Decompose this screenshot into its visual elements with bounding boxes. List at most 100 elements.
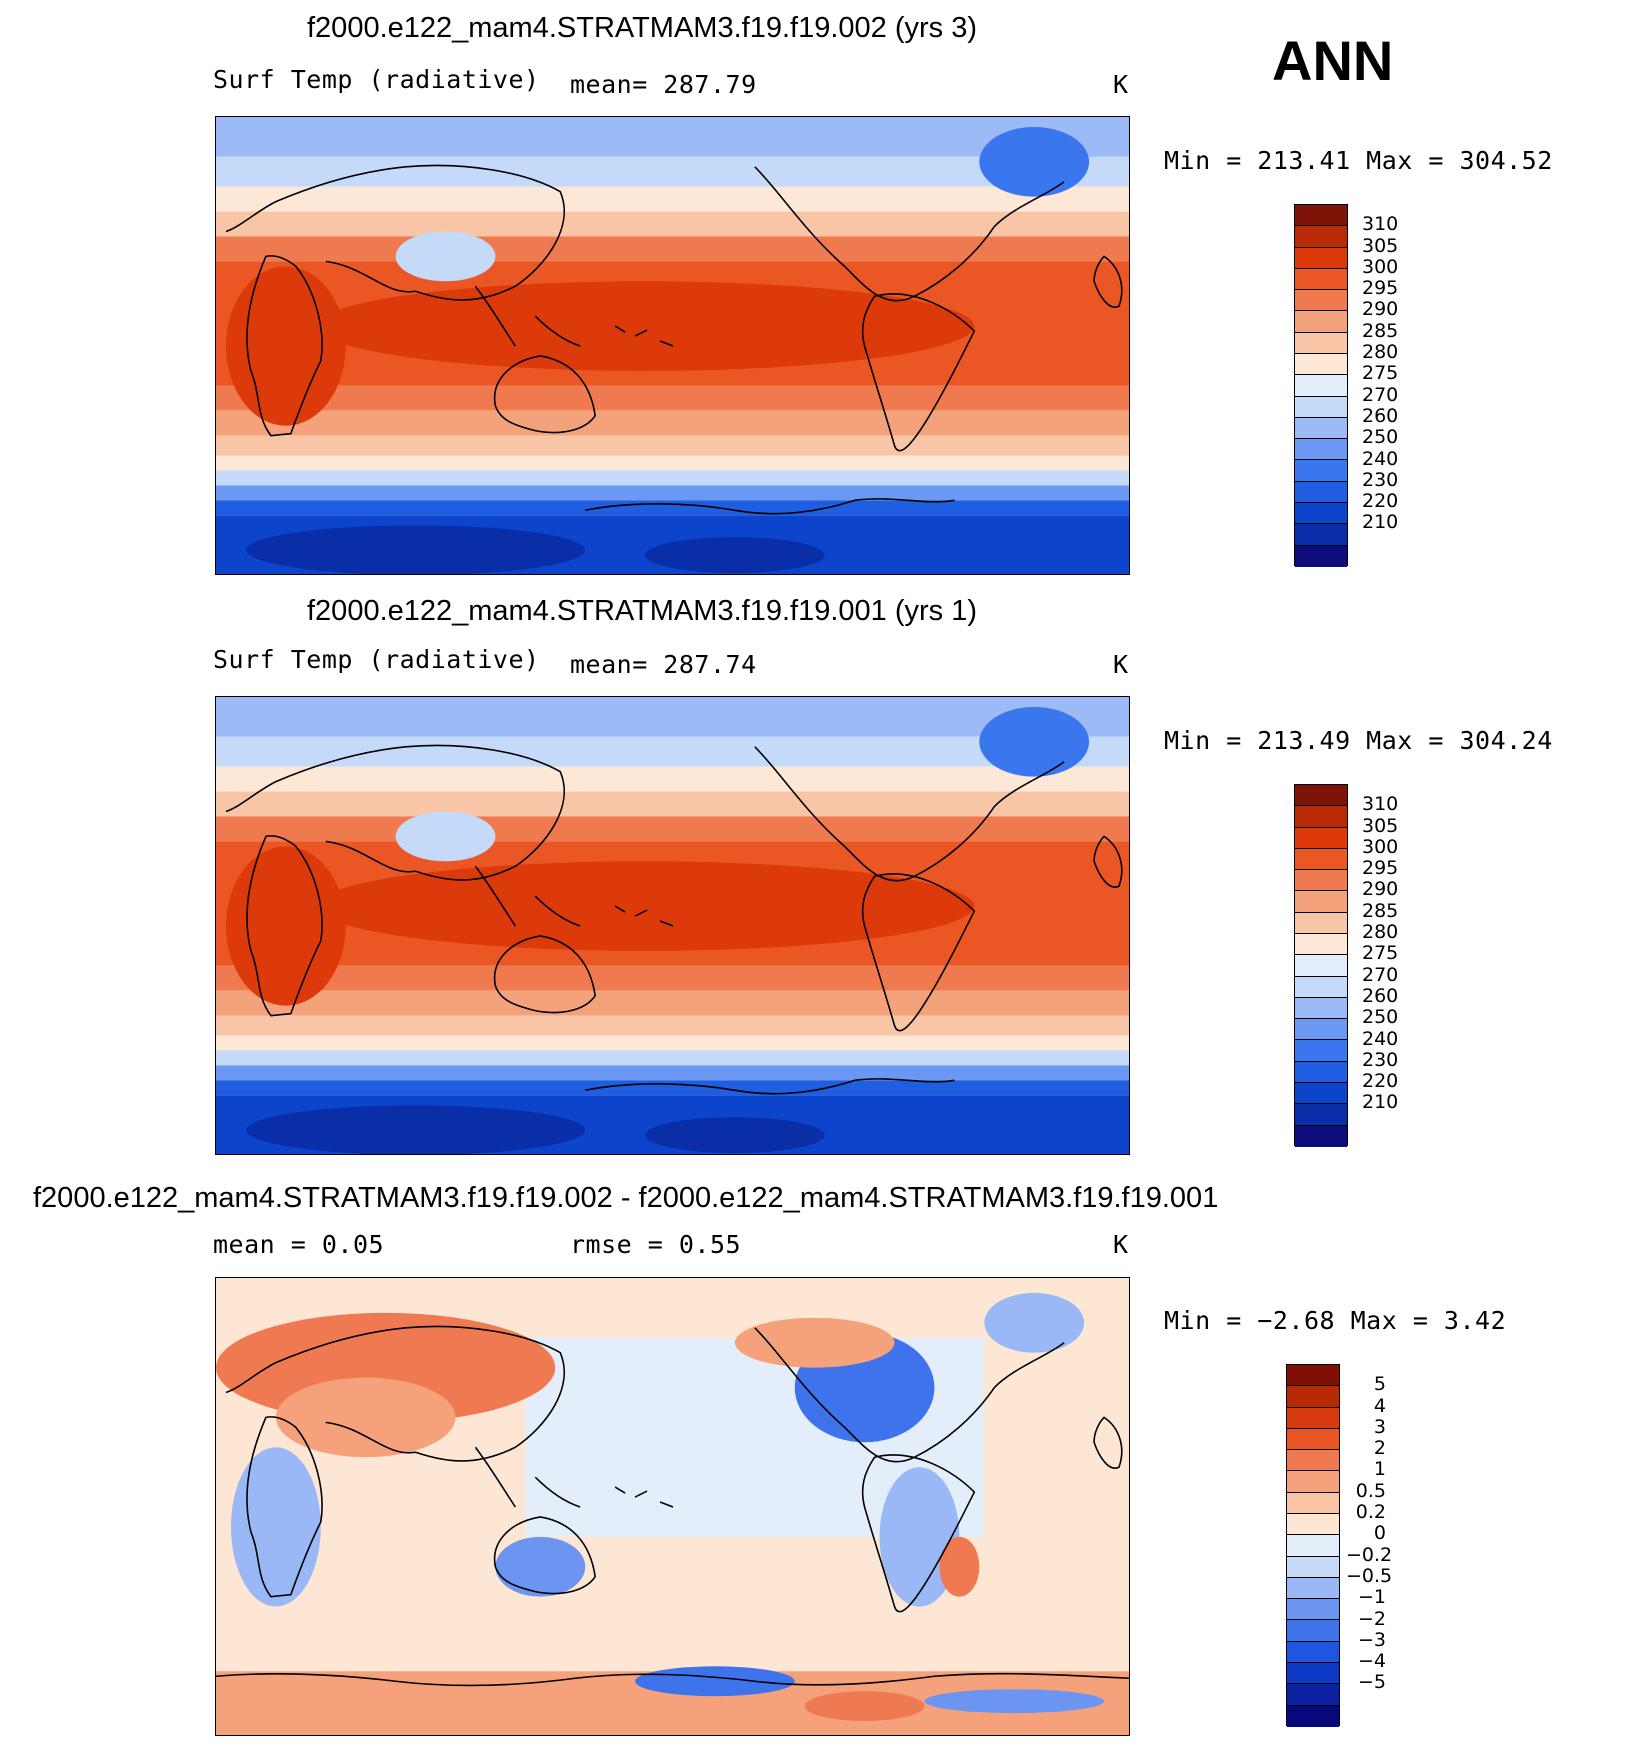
panel1-title: f2000.e122_mam4.STRATMAM3.f19.f19.002 (y… — [307, 12, 977, 44]
colorbar-swatch — [1295, 524, 1347, 546]
colorbar-swatch — [1295, 1082, 1347, 1105]
colorbar-swatch — [1287, 1407, 1339, 1429]
colorbar-level-label: −5 — [1357, 1671, 1386, 1694]
panel3-colorbar — [1286, 1364, 1340, 1727]
colorbar-level-label: 2 — [1373, 1437, 1386, 1460]
colorbar-swatch — [1295, 311, 1347, 333]
colorbar-level-label: −4 — [1357, 1650, 1386, 1673]
band-zone — [216, 186, 1129, 212]
colorbar-swatch — [1295, 332, 1347, 354]
colorbar-swatch — [1295, 396, 1347, 418]
antarctic-core-zone — [245, 525, 586, 574]
colorbar-swatch — [1287, 1386, 1339, 1408]
colorbar-level-label: 0 — [1373, 1522, 1386, 1545]
colorbar-swatch — [1295, 1061, 1347, 1083]
colorbar-swatch — [1295, 1019, 1347, 1041]
panel1-map — [215, 116, 1130, 575]
coastline — [861, 873, 976, 1032]
colorbar-level-label: 5 — [1373, 1373, 1386, 1396]
band-zone — [216, 435, 1129, 456]
colorbar-level-label: 240 — [1362, 1027, 1399, 1050]
colorbar-swatch — [1295, 417, 1347, 440]
colorbar-swatch — [1295, 481, 1347, 503]
coastline — [474, 865, 581, 927]
colorbar-swatch — [1295, 1125, 1347, 1147]
colorbar-swatch — [1287, 1513, 1339, 1536]
colorbar-swatch — [1295, 502, 1347, 525]
band-zone — [216, 455, 1129, 471]
colorbar-swatch — [1295, 933, 1347, 956]
panel2-title: f2000.e122_mam4.STRATMAM3.f19.f19.001 (y… — [307, 595, 977, 627]
colorbar-swatch — [1295, 997, 1347, 1020]
colorbar-level-label: 4 — [1373, 1394, 1386, 1417]
colorbar-level-label: 305 — [1362, 234, 1399, 257]
antarctic-core-zone — [645, 1117, 825, 1154]
colorbar-level-label: 220 — [1362, 1070, 1399, 1093]
coastline — [493, 935, 597, 1014]
colorbar-swatch — [1287, 1365, 1339, 1387]
colorbar-level-label: 210 — [1362, 511, 1399, 534]
coastline — [474, 285, 581, 347]
na-warm-zone — [734, 1317, 895, 1368]
colorbar-swatch — [1287, 1556, 1339, 1578]
colorbar-swatch — [1287, 1684, 1339, 1706]
colorbar-level-label: 275 — [1362, 362, 1399, 385]
coastline — [493, 355, 597, 434]
colorbar-swatch — [1287, 1577, 1339, 1600]
greenland-zone — [979, 706, 1090, 777]
colorbar-level-label: 285 — [1362, 319, 1399, 342]
colorbar-swatch — [1295, 460, 1347, 482]
antarctic-core-zone — [245, 1105, 586, 1154]
colorbar-level-label: 0.2 — [1355, 1501, 1386, 1524]
coastline — [246, 835, 323, 1017]
coastline — [225, 164, 565, 301]
colorbar-level-label: 300 — [1362, 835, 1399, 858]
colorbar-swatch — [1287, 1492, 1339, 1514]
colorbar-swatch — [1287, 1641, 1339, 1663]
colorbar-swatch — [1295, 205, 1347, 227]
sa-zone — [879, 1467, 960, 1607]
colorbar-swatch — [1295, 955, 1347, 977]
antarctic-warm-zone — [804, 1691, 925, 1722]
band-zone — [216, 385, 1129, 411]
warm-pool-zone — [315, 861, 975, 951]
colorbar-level-label: −1 — [1357, 1586, 1386, 1609]
band-zone — [216, 1080, 1129, 1096]
colorbar-level-label: 250 — [1362, 426, 1399, 449]
colorbar-swatch — [1295, 806, 1347, 828]
coastline — [246, 1416, 323, 1598]
coastline — [614, 1486, 674, 1508]
coastline — [585, 1078, 955, 1095]
band-zone — [216, 236, 1129, 262]
colorbar-swatch — [1287, 1428, 1339, 1451]
band-zone — [216, 990, 1129, 1016]
panel2-units-label: K — [1113, 650, 1129, 679]
colorbar-level-label: 260 — [1362, 404, 1399, 427]
coastline — [493, 1516, 597, 1595]
tibet-cold-zone — [395, 231, 496, 282]
coastline — [474, 1446, 581, 1508]
panel1-colorbar — [1294, 204, 1348, 567]
colorbar-swatch — [1287, 1471, 1339, 1493]
colorbar-level-label: 310 — [1362, 213, 1399, 236]
colorbar-level-label: 270 — [1362, 383, 1399, 406]
colorbar-level-label: 305 — [1362, 814, 1399, 837]
panel2-colorbar — [1294, 784, 1348, 1147]
band-zone — [216, 816, 1129, 842]
band-zone — [216, 500, 1129, 516]
colorbar-level-label: 310 — [1362, 793, 1399, 816]
colorbar-swatch — [1295, 1040, 1347, 1062]
panel2-variable-label: Surf Temp (radiative) — [213, 645, 540, 674]
coastline — [861, 293, 976, 452]
colorbar-level-label: 230 — [1362, 1048, 1399, 1071]
colorbar-level-label: −3 — [1357, 1628, 1386, 1651]
season-label: ANN — [1272, 29, 1394, 92]
warm-zone — [225, 266, 346, 426]
panel1-minmax: Min = 213.41 Max = 304.52 — [1164, 146, 1553, 175]
panel2-minmax: Min = 213.49 Max = 304.24 — [1164, 726, 1553, 755]
colorbar-level-label: 230 — [1362, 468, 1399, 491]
warm-zone — [225, 846, 346, 1006]
colorbar-level-label: 295 — [1362, 857, 1399, 880]
colorbar-level-label: 270 — [1362, 963, 1399, 986]
band-zone — [216, 1035, 1129, 1051]
